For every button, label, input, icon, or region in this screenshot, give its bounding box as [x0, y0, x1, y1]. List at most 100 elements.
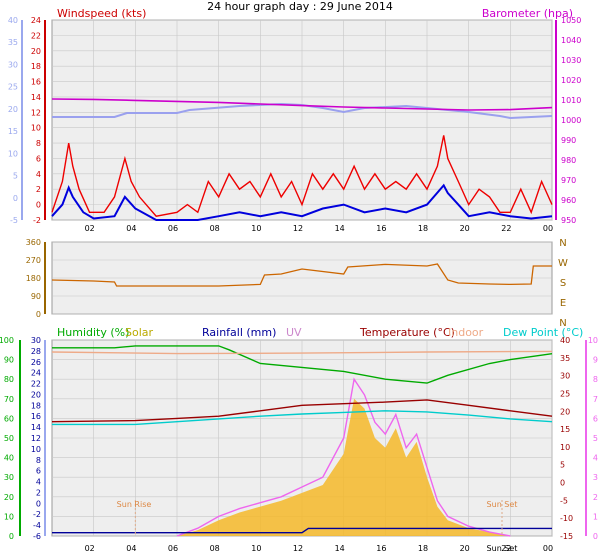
wind-left-tick-b: 4: [36, 170, 41, 179]
temperature-left-tick: -4: [33, 521, 41, 530]
uv-tick: 4: [593, 454, 598, 463]
temperature-left-tick: 22: [31, 380, 41, 389]
wind-x-tick: 10: [251, 224, 261, 233]
temperature-left-tick: 20: [31, 390, 41, 399]
uv-tick: 5: [593, 434, 598, 443]
temperature-left-tick: 18: [31, 401, 41, 410]
dewpoint-line: [52, 410, 553, 426]
wind-left-tick-a: 15: [8, 127, 18, 136]
humidity-tick: 50: [4, 434, 14, 443]
direction-compass-label: N: [559, 238, 566, 249]
wind-x-tick: 22: [501, 224, 511, 233]
indoor-line: [51, 350, 553, 355]
humidity-x-tick: 08: [210, 544, 220, 553]
humidity-tick: 60: [4, 414, 14, 423]
wind-left-tick-b: 22: [31, 31, 41, 40]
direction-compass-label: N: [559, 318, 566, 329]
humidity-x-tick: 18: [418, 544, 428, 553]
wind-direction-line: [51, 263, 552, 287]
wind-x-tick: 12: [293, 224, 303, 233]
direction-tick: 90: [31, 292, 41, 301]
wind-gust-line: [51, 135, 553, 217]
wind-x-tick: 08: [210, 224, 220, 233]
temperature-right-tick: 25: [560, 389, 570, 398]
wind-left-tick-b: 6: [36, 154, 41, 163]
legend-humidity: Humidity (%): [57, 326, 129, 339]
humidity-tick: 80: [4, 375, 14, 384]
temperature-left-tick: 28: [31, 347, 41, 356]
rainfall-line: [52, 527, 552, 534]
wind-left-tick-a: 5: [13, 172, 18, 181]
direction-tick: 0: [36, 310, 41, 319]
wind-left-tick-b: 12: [31, 108, 41, 117]
temperature-right-tick: 20: [560, 407, 570, 416]
direction-compass-label: W: [558, 258, 568, 269]
wind-left-tick-b: 20: [31, 47, 41, 56]
humidity-line: [52, 345, 553, 384]
series-layer: [51, 98, 553, 537]
temperature-left-tick: 30: [31, 336, 41, 345]
temperature-right-tick: 10: [560, 443, 570, 452]
temperature-left-tick: 8: [36, 456, 41, 465]
wind-x-tick: 16: [376, 224, 386, 233]
temperature-left-tick: 16: [31, 412, 41, 421]
wind-left-tick-b: 0: [36, 201, 41, 210]
barometer-tick: 1040: [561, 36, 581, 45]
wind-average-line: [51, 183, 553, 221]
uv-tick: 7: [593, 395, 598, 404]
temperature-line: [51, 399, 553, 423]
humidity-tick: 0: [9, 532, 14, 541]
wind-left-tick-b: 2: [36, 185, 41, 194]
legend-uv: UV: [286, 326, 302, 339]
humidity-x-tick: 20: [460, 544, 470, 553]
barometer-tick: 950: [561, 216, 576, 225]
temperature-left-tick: 24: [31, 369, 41, 378]
wind-x-tick: 04: [126, 224, 136, 233]
uv-tick: 3: [593, 473, 598, 482]
legend-dewpoint: Dew Point (°C): [503, 326, 583, 339]
humidity-tick: 100: [0, 336, 14, 345]
annotation-sunset-axis: Sun Set: [487, 544, 518, 553]
uv-tick: 0: [593, 532, 598, 541]
humidity-tick: 10: [4, 512, 14, 521]
legend-solar: Solar: [125, 326, 154, 339]
wind-left-tick-b: 16: [31, 78, 41, 87]
barometer-tick: 970: [561, 176, 576, 185]
wind-left-tick-a: 25: [8, 83, 18, 92]
temperature-left-tick: 26: [31, 358, 41, 367]
temperature-right-tick: 0: [560, 479, 565, 488]
uv-tick: 10: [588, 336, 598, 345]
barometer-tick: 1030: [561, 56, 581, 65]
humidity-tick: 70: [4, 395, 14, 404]
humidity-tick: 20: [4, 493, 14, 502]
wind-left-tick-a: 0: [13, 194, 18, 203]
humidity-x-tick: 16: [376, 544, 386, 553]
humidity-x-tick: 06: [168, 544, 178, 553]
temperature-right-tick: 30: [560, 372, 570, 381]
temperature-left-tick: 0: [36, 499, 41, 508]
humidity-x-tick: 10: [251, 544, 261, 553]
wind-x-tick: 20: [460, 224, 470, 233]
temperature-right-tick: 15: [560, 425, 570, 434]
wind-x-tick: 18: [418, 224, 428, 233]
humidity-x-tick: 22: [501, 544, 511, 553]
temperature-left-tick: 10: [31, 445, 41, 454]
humidity-tick: 30: [4, 473, 14, 482]
annotation-sunrise: Sun Rise: [117, 500, 152, 509]
temperature-right-tick: 35: [560, 354, 570, 363]
temperature-right-tick: -5: [560, 496, 568, 505]
legend-rainfall: Rainfall (mm): [202, 326, 276, 339]
direction-tick: 180: [26, 274, 41, 283]
humidity-tick: 40: [4, 454, 14, 463]
wind-left-tick-b: 24: [31, 16, 41, 25]
wind-x-tick: 14: [335, 224, 345, 233]
grid-lines: [52, 19, 553, 537]
barometer-tick: 1010: [561, 96, 581, 105]
humidity-tick: 90: [4, 356, 14, 365]
temperature-left-tick: -6: [33, 532, 41, 541]
wind-left-tick-a: 35: [8, 38, 18, 47]
humidity-x-tick: 02: [85, 544, 95, 553]
wind-left-tick-a: 40: [8, 16, 18, 25]
temperature-left-tick: 14: [31, 423, 41, 432]
barometer-tick: 1050: [561, 16, 581, 25]
